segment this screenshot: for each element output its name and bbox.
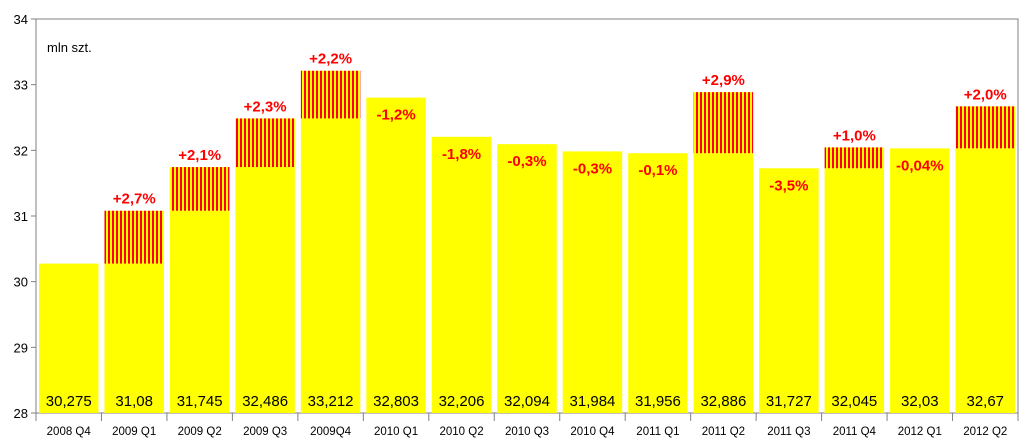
bar-increase — [104, 210, 164, 264]
bar — [235, 167, 295, 413]
bar-value-label: 31,08 — [115, 393, 153, 410]
bar — [628, 153, 688, 414]
x-tick-label: 2011 Q1 — [636, 426, 679, 438]
unit-label: mln szt. — [47, 40, 92, 55]
bar-value-label: 32,045 — [831, 393, 877, 410]
bar — [562, 151, 623, 413]
bar-increase — [235, 118, 295, 168]
bar-increase — [955, 106, 1015, 149]
y-tick-label: 28 — [14, 406, 28, 421]
x-tick-label: 2012 Q1 — [898, 426, 942, 438]
y-tick-label: 32 — [14, 143, 28, 158]
bar — [169, 210, 230, 413]
x-tick-label: 2009Q4 — [310, 426, 352, 438]
y-tick-label: 29 — [14, 340, 28, 355]
bar-increase — [693, 92, 754, 154]
x-tick-label: 2009 Q2 — [178, 426, 222, 438]
bar-increase — [824, 147, 885, 169]
bar — [39, 263, 99, 413]
bar-value-label: 32,67 — [966, 393, 1004, 410]
bar-increase — [300, 70, 361, 119]
bar — [693, 153, 754, 414]
bar-value-label: 31,745 — [177, 393, 223, 410]
x-tick-label: 2011 Q3 — [767, 426, 810, 438]
change-label: -1,2% — [376, 107, 415, 124]
bar-value-label: 30,275 — [46, 393, 92, 410]
bar-increase — [169, 167, 230, 211]
change-label: +2,1% — [178, 147, 221, 164]
bar-value-label: 32,886 — [700, 393, 746, 410]
x-tick-label: 2011 Q4 — [833, 426, 877, 438]
x-tick-label: 2008 Q4 — [47, 426, 92, 438]
bar — [431, 136, 492, 413]
change-label: +2,9% — [702, 72, 745, 89]
x-tick-label: 2012 Q2 — [963, 426, 1007, 438]
change-label: -1,8% — [442, 146, 481, 163]
x-tick-label: 2010 Q1 — [374, 426, 418, 438]
x-tick-label: 2011 Q2 — [702, 426, 745, 438]
change-label: -3,5% — [769, 177, 808, 194]
bar-value-label: 31,727 — [766, 393, 812, 410]
bar — [955, 148, 1015, 413]
x-tick-label: 2009 Q1 — [112, 426, 156, 438]
bar — [759, 168, 819, 413]
change-label: +1,0% — [833, 127, 876, 144]
bar-value-label: 33,212 — [308, 393, 354, 410]
y-tick-label: 30 — [14, 275, 28, 290]
bar — [497, 144, 557, 414]
bar — [890, 148, 950, 413]
bar-value-label: 32,03 — [901, 393, 939, 410]
change-label: -0,04% — [896, 157, 944, 174]
y-tick-label: 34 — [14, 12, 28, 27]
bar-value-label: 32,094 — [504, 393, 550, 410]
bar-value-label: 32,486 — [242, 393, 288, 410]
x-tick-label: 2010 Q3 — [505, 426, 549, 438]
bar-value-label: 31,956 — [635, 393, 681, 410]
y-tick-label: 31 — [14, 209, 28, 224]
change-label: +2,2% — [309, 51, 352, 68]
y-tick-label: 33 — [14, 78, 28, 93]
bar-value-label: 32,206 — [439, 393, 485, 410]
change-label: +2,3% — [244, 98, 287, 115]
change-label: -0,3% — [507, 153, 546, 170]
bar — [104, 263, 164, 413]
x-tick-label: 2009 Q3 — [243, 426, 287, 438]
bar — [366, 97, 426, 413]
bar-value-label: 32,803 — [373, 393, 419, 410]
change-label: -0,1% — [638, 162, 677, 179]
change-label: -0,3% — [573, 160, 612, 177]
x-tick-label: 2010 Q2 — [439, 426, 483, 438]
change-label: +2,7% — [113, 191, 156, 208]
change-label: +2,0% — [964, 86, 1007, 103]
x-tick-label: 2010 Q4 — [570, 426, 615, 438]
bar-value-label: 31,984 — [570, 393, 616, 410]
bar — [824, 168, 885, 413]
bar — [300, 118, 361, 413]
